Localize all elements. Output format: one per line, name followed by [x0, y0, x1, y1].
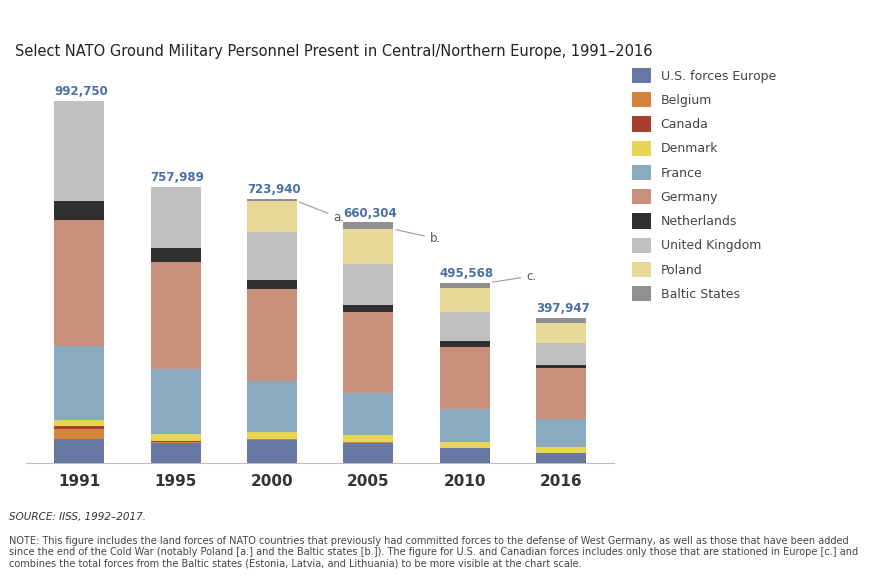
Text: c.: c.	[492, 270, 537, 283]
Bar	[247, 280, 297, 289]
Bar	[439, 442, 489, 448]
Bar	[536, 323, 586, 343]
Text: 723,940: 723,940	[247, 184, 301, 196]
Bar	[439, 409, 489, 442]
Text: b.: b.	[396, 230, 441, 245]
Bar	[536, 368, 586, 419]
Bar	[247, 199, 297, 201]
Bar	[439, 283, 489, 288]
Text: SOURCE: IISS, 1992–2017.: SOURCE: IISS, 1992–2017.	[9, 512, 146, 522]
Bar	[343, 442, 393, 443]
Text: 495,568: 495,568	[439, 266, 494, 280]
Bar	[247, 441, 297, 463]
Legend: U.S. forces Europe, Belgium, Canada, Denmark, France, Germany, Netherlands, Unit: U.S. forces Europe, Belgium, Canada, Den…	[632, 68, 776, 301]
Bar	[439, 449, 489, 463]
Bar	[54, 346, 104, 420]
Text: 992,750: 992,750	[54, 85, 108, 98]
Bar	[343, 443, 393, 463]
Bar	[343, 393, 393, 435]
Bar	[536, 419, 586, 447]
Bar	[151, 441, 201, 442]
Bar	[343, 264, 393, 305]
Bar	[151, 443, 201, 463]
Bar	[247, 232, 297, 280]
Bar	[536, 318, 586, 323]
Bar	[536, 453, 586, 463]
Bar	[151, 434, 201, 441]
Bar	[151, 442, 201, 443]
Bar	[343, 229, 393, 264]
Bar	[247, 201, 297, 232]
Text: NOTE: This figure includes the land forces of NATO countries that previously had: NOTE: This figure includes the land forc…	[9, 536, 858, 569]
Bar	[439, 288, 489, 312]
Bar	[343, 435, 393, 442]
Text: 757,989: 757,989	[151, 171, 204, 184]
Bar	[439, 341, 489, 347]
Bar	[54, 439, 104, 463]
Bar	[151, 369, 201, 434]
Bar	[247, 432, 297, 439]
Text: Select NATO Ground Military Personnel Present in Central/Northern Europe, 1991–2: Select NATO Ground Military Personnel Pr…	[15, 43, 652, 58]
Text: 397,947: 397,947	[536, 302, 589, 315]
Bar	[343, 305, 393, 312]
Bar	[54, 420, 104, 426]
Bar	[247, 381, 297, 432]
Bar	[439, 347, 489, 409]
Bar	[536, 447, 586, 453]
Text: 660,304: 660,304	[343, 207, 397, 219]
Bar	[151, 262, 201, 369]
Bar	[439, 312, 489, 341]
Bar	[151, 187, 201, 248]
Bar	[54, 201, 104, 219]
Bar	[536, 365, 586, 368]
Bar	[343, 222, 393, 229]
Bar	[54, 429, 104, 439]
Bar	[151, 248, 201, 262]
Bar	[247, 439, 297, 441]
Bar	[343, 312, 393, 393]
Bar	[536, 343, 586, 365]
Bar	[54, 101, 104, 201]
Bar	[54, 219, 104, 346]
Text: a.: a.	[300, 202, 345, 224]
Bar	[54, 426, 104, 429]
Bar	[247, 289, 297, 381]
